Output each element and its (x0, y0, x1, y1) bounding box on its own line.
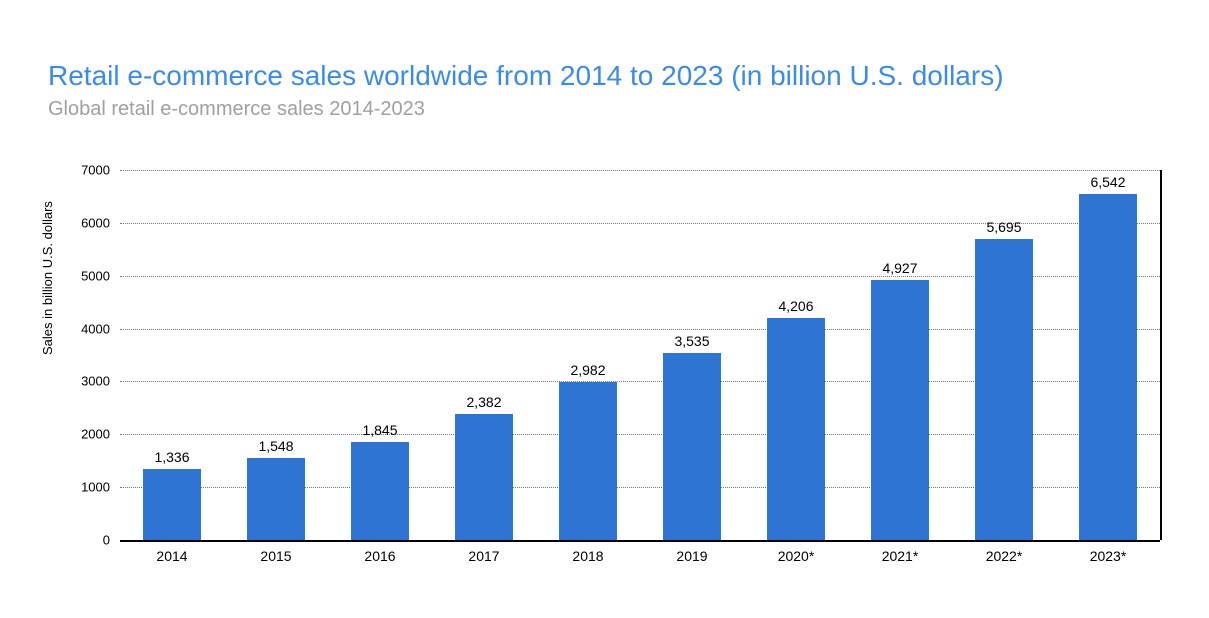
bar-value-label: 1,845 (351, 422, 408, 438)
bar: 2,982 (559, 382, 616, 540)
bar: 2,382 (455, 414, 512, 540)
y-tick-label: 3000 (50, 374, 110, 389)
x-tick-label: 2018 (536, 548, 640, 564)
bar: 5,695 (975, 239, 1032, 540)
bar-value-label: 3,535 (663, 333, 720, 349)
grid-line (120, 170, 1160, 171)
y-tick-label: 2000 (50, 427, 110, 442)
bar-value-label: 1,548 (247, 438, 304, 454)
bar-value-label: 2,382 (455, 394, 512, 410)
bar-value-label: 5,695 (975, 219, 1032, 235)
bar-value-label: 4,206 (767, 298, 824, 314)
y-axis-right-line (1160, 170, 1162, 540)
chart-area: 010002000300040005000600070001,3361,5481… (120, 170, 1160, 570)
chart-container: Retail e-commerce sales worldwide from 2… (0, 0, 1209, 618)
chart-subtitle: Global retail e-commerce sales 2014-2023 (48, 98, 425, 121)
bar-value-label: 2,982 (559, 362, 616, 378)
x-tick-label: 2019 (640, 548, 744, 564)
x-tick-label: 2015 (224, 548, 328, 564)
bar: 1,845 (351, 442, 408, 540)
x-tick-label: 2017 (432, 548, 536, 564)
bar: 6,542 (1079, 194, 1136, 540)
x-tick-label: 2021* (848, 548, 952, 564)
x-tick-label: 2014 (120, 548, 224, 564)
y-tick-label: 7000 (50, 163, 110, 178)
bar: 1,336 (143, 469, 200, 540)
bar-value-label: 4,927 (871, 260, 928, 276)
x-tick-label: 2020* (744, 548, 848, 564)
bar: 1,548 (247, 458, 304, 540)
bar-value-label: 6,542 (1079, 174, 1136, 190)
bar-value-label: 1,336 (143, 449, 200, 465)
x-axis-line (120, 540, 1160, 542)
y-tick-label: 4000 (50, 321, 110, 336)
bar: 4,927 (871, 280, 928, 540)
plot-region: 010002000300040005000600070001,3361,5481… (120, 170, 1160, 540)
chart-title: Retail e-commerce sales worldwide from 2… (48, 60, 1004, 92)
x-tick-label: 2022* (952, 548, 1056, 564)
y-tick-label: 5000 (50, 268, 110, 283)
y-tick-label: 1000 (50, 480, 110, 495)
bar: 3,535 (663, 353, 720, 540)
x-tick-label: 2023* (1056, 548, 1160, 564)
bar: 4,206 (767, 318, 824, 540)
y-tick-label: 0 (50, 533, 110, 548)
y-tick-label: 6000 (50, 215, 110, 230)
x-tick-label: 2016 (328, 548, 432, 564)
